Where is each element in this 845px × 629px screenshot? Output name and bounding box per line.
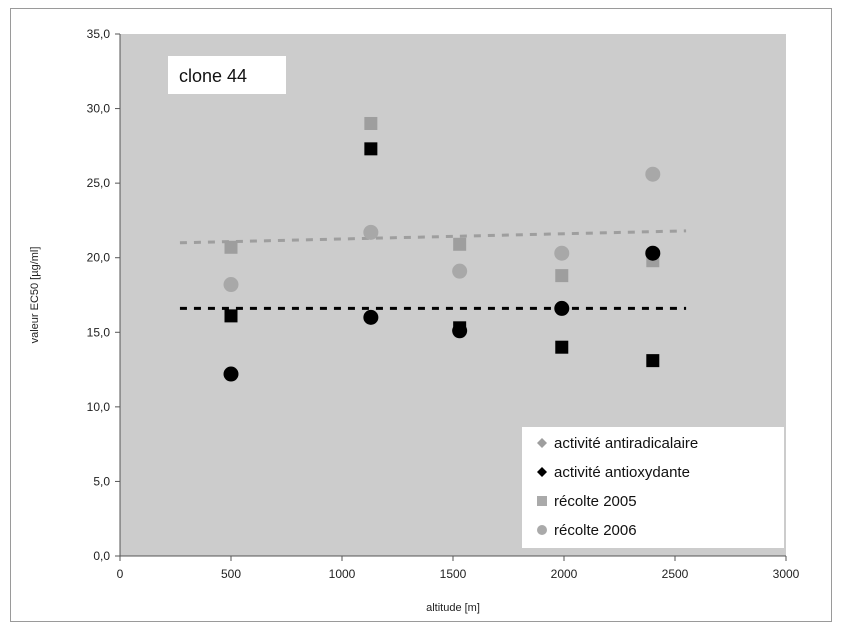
x-axis-title: altitude [m] [426,602,480,614]
point-antiradicalaire-2005 [224,240,238,254]
point-antiradicalaire-2005 [364,116,378,130]
x-tick-label: 2500 [662,567,689,581]
legend-marker-diamond [537,467,547,477]
point-antiradicalaire-2005 [453,237,467,251]
point-antioxydante-2006 [645,245,661,261]
legend-label: récolte 2005 [554,493,637,510]
point-antiradicalaire-2006 [554,245,570,261]
chart-axes: 0,0 5,0 10,0 15,0 20,0 25,0 30,0 35,0 0 500 1000 15… [87,27,800,581]
point-antioxydante-2006 [554,300,570,316]
x-tick-label: 1500 [440,567,467,581]
y-tick-label: 5,0 [93,474,110,488]
point-antiradicalaire-2005 [555,269,569,283]
point-antioxydante-2006 [363,309,379,325]
y-axis-title: valeur EC50 [µg/ml] [29,247,41,344]
legend-marker-square [537,496,547,506]
y-tick-label: 15,0 [87,325,111,339]
point-antioxydante-2005 [555,340,569,354]
point-antioxydante-2005 [364,142,378,156]
y-tick-label: 30,0 [87,102,111,116]
point-antioxydante-2005 [224,309,238,323]
legend-label: activité antiradicalaire [554,435,698,452]
legend-background [522,427,784,548]
trendline-antiradicalaire [179,229,687,245]
point-antiradicalaire-2006 [223,277,239,293]
y-tick-label: 0,0 [93,549,110,563]
annotation-box: clone 44 [168,56,286,94]
legend-label: récolte 2006 [554,522,637,539]
point-antiradicalaire-2006 [363,224,379,240]
y-tick-label: 35,0 [87,27,111,41]
x-tick-label: 3000 [773,567,800,581]
point-antioxydante-2005 [646,354,660,368]
chart-marks [179,116,687,382]
y-tick-label: 25,0 [87,176,111,190]
point-antiradicalaire-2006 [645,166,661,182]
legend-marker-diamond [537,438,547,448]
x-tick-label: 0 [117,567,124,581]
point-antioxydante-2006 [452,323,468,339]
annotation-label: clone 44 [179,66,247,86]
legend: activité antiradicalaire activité antioxy… [522,427,784,548]
legend-marker-circle [537,525,547,535]
y-tick-label: 10,0 [87,400,111,414]
x-tick-label: 1000 [329,567,356,581]
y-tick-label: 20,0 [87,251,111,265]
x-tick-label: 500 [221,567,241,581]
point-antiradicalaire-2006 [452,263,468,279]
legend-label: activité antioxydante [554,464,690,481]
point-antioxydante-2006 [223,366,239,382]
x-tick-label: 2000 [551,567,578,581]
